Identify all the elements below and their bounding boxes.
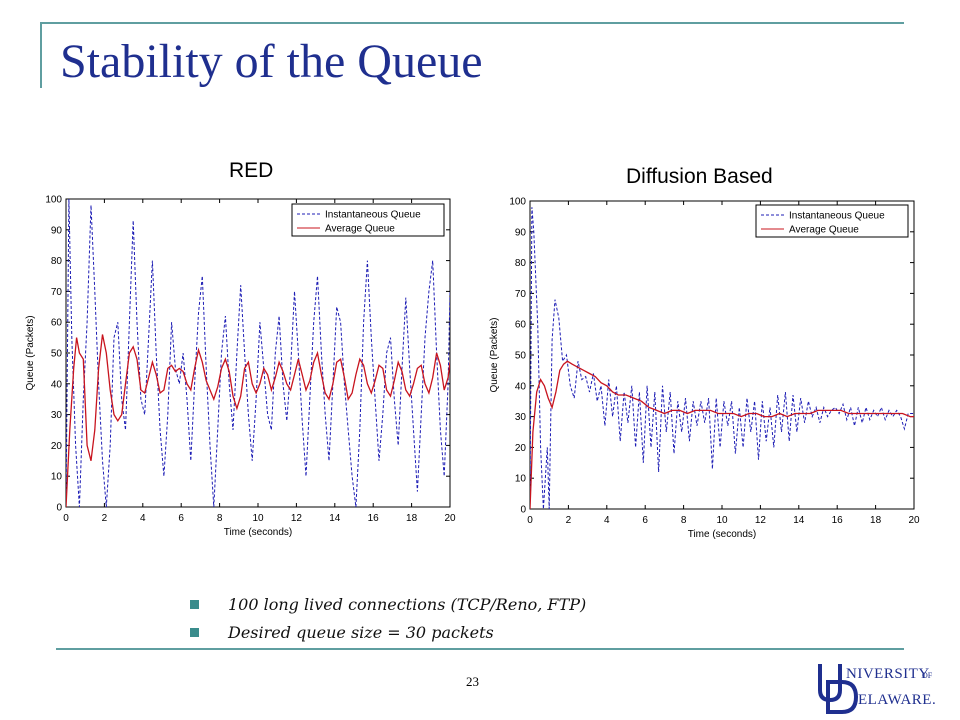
frame-left-line (40, 22, 42, 88)
y-axis-label: Queue (Packets) (489, 317, 500, 392)
y-axis-label: Queue (Packets) (25, 315, 36, 390)
y-tick-label: 70 (515, 289, 527, 300)
x-axis-label: Time (seconds) (688, 529, 757, 540)
x-axis-label: Time (seconds) (224, 527, 293, 538)
y-tick-label: 40 (51, 379, 63, 390)
average-queue-line (530, 360, 914, 509)
y-tick-label: 60 (515, 320, 527, 331)
y-tick-label: 0 (520, 505, 526, 516)
svg-text:ELAWARE.: ELAWARE. (858, 692, 936, 708)
x-tick-label: 6 (642, 515, 648, 526)
x-tick-label: 0 (527, 515, 533, 526)
x-tick-label: 20 (444, 513, 456, 524)
y-tick-label: 20 (515, 443, 527, 454)
frame-bottom-line (56, 648, 904, 650)
legend-box (755, 204, 909, 238)
y-tick-label: 60 (51, 318, 63, 329)
x-tick-label: 14 (329, 513, 341, 524)
svg-text:NIVERSITY: NIVERSITY (846, 666, 930, 682)
y-tick-label: 30 (515, 412, 527, 423)
x-tick-label: 8 (217, 513, 223, 524)
diffusion-chart-title: Diffusion Based (626, 165, 773, 188)
legend-label: Instantaneous Queue (789, 211, 885, 222)
x-tick-label: 16 (368, 513, 380, 524)
y-tick-label: 10 (51, 472, 63, 483)
y-tick-label: 80 (51, 256, 63, 267)
x-tick-label: 0 (63, 513, 69, 524)
y-tick-label: 20 (51, 441, 63, 452)
instantaneous-queue-line (66, 199, 450, 507)
average-queue-line (66, 334, 450, 507)
x-tick-label: 8 (681, 515, 687, 526)
university-of-delaware-logo: NIVERSITY OF ELAWARE. (818, 664, 936, 714)
x-tick-label: 12 (291, 513, 303, 524)
red-chart-title: RED (229, 159, 274, 182)
bullet-item: 100 long lived connections (TCP/Reno, FT… (190, 592, 586, 620)
y-tick-label: 50 (515, 351, 527, 362)
plot-area (529, 200, 915, 510)
page-number: 23 (466, 674, 479, 689)
bullet-text: 100 long lived connections (TCP/Reno, FT… (228, 595, 587, 614)
x-tick-label: 6 (178, 513, 184, 524)
y-tick-label: 40 (515, 381, 527, 392)
y-tick-label: 70 (51, 287, 63, 298)
svg-text:OF: OF (922, 671, 933, 680)
y-tick-label: 100 (45, 195, 62, 206)
x-tick-label: 4 (604, 515, 610, 526)
x-tick-label: 18 (406, 513, 418, 524)
x-tick-label: 10 (716, 515, 728, 526)
y-tick-label: 80 (515, 258, 527, 269)
x-tick-label: 16 (832, 515, 844, 526)
y-tick-label: 0 (56, 503, 62, 514)
y-tick-label: 90 (515, 227, 527, 238)
x-tick-label: 4 (140, 513, 146, 524)
y-tick-label: 10 (515, 474, 527, 485)
x-tick-label: 18 (870, 515, 882, 526)
x-tick-label: 10 (252, 513, 264, 524)
bullet-text: Desired queue size = 30 packets (228, 623, 494, 642)
x-tick-label: 12 (755, 515, 767, 526)
bullet-item: Desired queue size = 30 packets (190, 620, 586, 648)
legend-label: Instantaneous Queue (325, 210, 421, 221)
x-tick-label: 2 (102, 513, 108, 524)
bullet-square-icon (190, 600, 199, 609)
y-tick-label: 90 (51, 225, 63, 236)
legend-label: Average Queue (325, 224, 395, 235)
y-tick-label: 30 (51, 410, 63, 421)
y-tick-label: 50 (51, 349, 63, 360)
x-tick-label: 2 (566, 515, 572, 526)
x-tick-label: 20 (908, 515, 920, 526)
legend-box (291, 203, 445, 237)
slide-title: Stability of the Queue (60, 35, 483, 88)
bullet-square-icon (190, 628, 199, 637)
frame-top-line (40, 22, 904, 24)
x-tick-label: 14 (793, 515, 805, 526)
instantaneous-queue-line (530, 207, 914, 509)
legend-label: Average Queue (789, 225, 859, 236)
bullet-list: 100 long lived connections (TCP/Reno, FT… (190, 592, 586, 648)
y-tick-label: 100 (509, 197, 526, 208)
